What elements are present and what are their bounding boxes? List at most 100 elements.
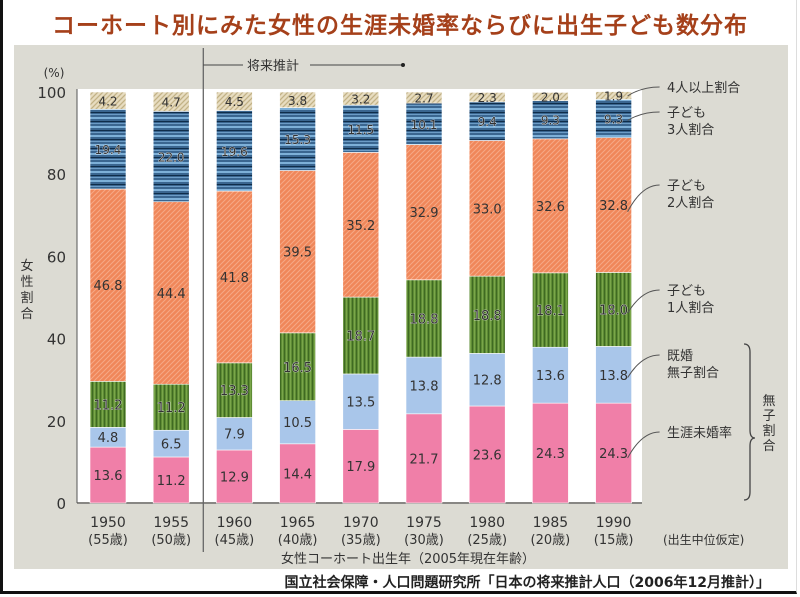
- legend-label: 既婚: [667, 349, 693, 364]
- data-label: 4.8: [98, 431, 119, 446]
- data-label: 12.8: [473, 374, 502, 389]
- data-label: 3.2: [351, 93, 370, 107]
- bracket-label-char: 無: [762, 394, 775, 409]
- x-tick-label: 1965: [280, 515, 316, 531]
- legend-label: 生涯未婚率: [667, 425, 732, 441]
- data-label: 21.7: [410, 452, 439, 467]
- data-label: 16.5: [283, 361, 312, 376]
- data-label: 12.9: [220, 470, 249, 485]
- bar-segment: [216, 190, 253, 364]
- data-label: 11.2: [157, 401, 186, 416]
- x-tick-label: 1955: [153, 515, 189, 531]
- data-label: 18.7: [346, 330, 375, 345]
- bar-segment: [216, 91, 253, 111]
- data-label: 11.5: [347, 123, 374, 137]
- bar-segment: [532, 346, 569, 404]
- y-axis-label-char: 性: [20, 275, 33, 290]
- bar-segment: [595, 402, 632, 504]
- bar-segment: [595, 272, 632, 347]
- legend-leader-line: [627, 354, 660, 378]
- bar-segment: [152, 456, 190, 504]
- bar-segment: [468, 140, 506, 277]
- bar-segment: [216, 449, 253, 504]
- x-tick-label: 1990: [596, 515, 632, 531]
- bar-segment: [89, 446, 127, 504]
- legend-label: 子ども: [667, 106, 706, 121]
- bar-segment: [279, 170, 316, 334]
- legend-label: 子ども: [667, 284, 706, 299]
- data-label: 13.8: [410, 379, 439, 394]
- bar-segment: [152, 201, 190, 385]
- data-label: 33.0: [473, 202, 502, 217]
- bar-segment: [152, 111, 190, 203]
- bar-segment: [342, 296, 380, 375]
- y-tick-label: 80: [47, 166, 66, 184]
- legend-label: 3人割合: [667, 122, 714, 138]
- data-label: 9.3: [541, 114, 560, 128]
- bar-segment: [279, 443, 316, 504]
- data-label: 14.4: [283, 467, 312, 482]
- x-axis-label: 女性コーホート出生年（2005年現在年齢）: [281, 551, 535, 567]
- x-tick-label: 1950: [90, 515, 126, 531]
- data-label: 2.3: [478, 91, 497, 105]
- bar-segment: [468, 275, 506, 354]
- legend-label: 無子割合: [667, 365, 719, 381]
- x-tick-age-label: (50歳): [151, 533, 191, 548]
- data-label: 11.2: [94, 398, 123, 413]
- data-label: 39.5: [283, 246, 312, 261]
- x-tick-age-label: (45歳): [215, 533, 255, 548]
- data-label: 23.6: [473, 449, 502, 464]
- legend-label: 4人以上割合: [667, 80, 740, 96]
- data-label: 35.2: [346, 219, 375, 234]
- data-label: 9.4: [478, 115, 497, 129]
- bar-segment: [342, 373, 380, 430]
- bar-segment: [279, 332, 316, 401]
- x-tick-age-label: (25歳): [467, 533, 507, 548]
- data-label: 10.1: [411, 118, 438, 132]
- data-label: 41.8: [220, 271, 249, 286]
- x-tick-label: 1985: [533, 515, 569, 531]
- legend-leader-line: [627, 289, 660, 314]
- bar-segment: [405, 91, 443, 104]
- projection-label: 将来推計: [247, 58, 299, 74]
- assumption-note: (出生中位仮定): [663, 532, 744, 547]
- data-label: 22.0: [158, 151, 185, 165]
- x-tick-age-label: (55歳): [88, 533, 128, 548]
- legend-leader-line: [627, 86, 660, 97]
- y-tick-label: 40: [47, 331, 66, 349]
- data-label: 2.7: [414, 92, 433, 106]
- data-label: 13.8: [599, 369, 628, 384]
- bar-segment: [468, 92, 506, 103]
- bar-segment: [279, 400, 316, 445]
- bar-segment: [152, 91, 190, 112]
- data-label: 13.3: [220, 384, 249, 399]
- data-label: 4.5: [225, 95, 244, 109]
- legend-label: 1人割合: [667, 300, 714, 316]
- data-label: 44.4: [157, 287, 186, 302]
- bar-segment: [468, 405, 506, 504]
- bar-segment: [405, 102, 443, 145]
- bar-segment: [342, 429, 380, 504]
- legend-leader-line: [627, 184, 660, 212]
- bar-segment: [405, 144, 443, 281]
- bar-segment: [342, 104, 380, 153]
- x-tick-age-label: (20歳): [531, 533, 571, 548]
- data-label: 18.0: [599, 303, 628, 318]
- x-tick-age-label: (30歳): [404, 533, 444, 548]
- bar-segment: [89, 108, 127, 190]
- bar-segment: [532, 138, 569, 274]
- bracket-label-char: 子: [762, 409, 775, 424]
- data-label: 17.9: [346, 460, 375, 475]
- data-label: 2.0: [541, 91, 560, 105]
- y-tick-label: 60: [47, 248, 66, 266]
- data-label: 9.3: [604, 113, 623, 127]
- data-label: 13.6: [94, 469, 123, 484]
- y-axis-label-char: 割: [20, 290, 33, 306]
- data-label: 7.9: [224, 428, 245, 443]
- x-tick-label: 1960: [217, 515, 253, 531]
- chart-title: コーホート別にみた女性の生涯未婚率ならびに出生子ども数分布: [52, 13, 748, 39]
- bracket-label-char: 合: [762, 439, 775, 454]
- y-tick-label: 0: [56, 495, 66, 513]
- y-axis-label-char: 女: [20, 258, 33, 274]
